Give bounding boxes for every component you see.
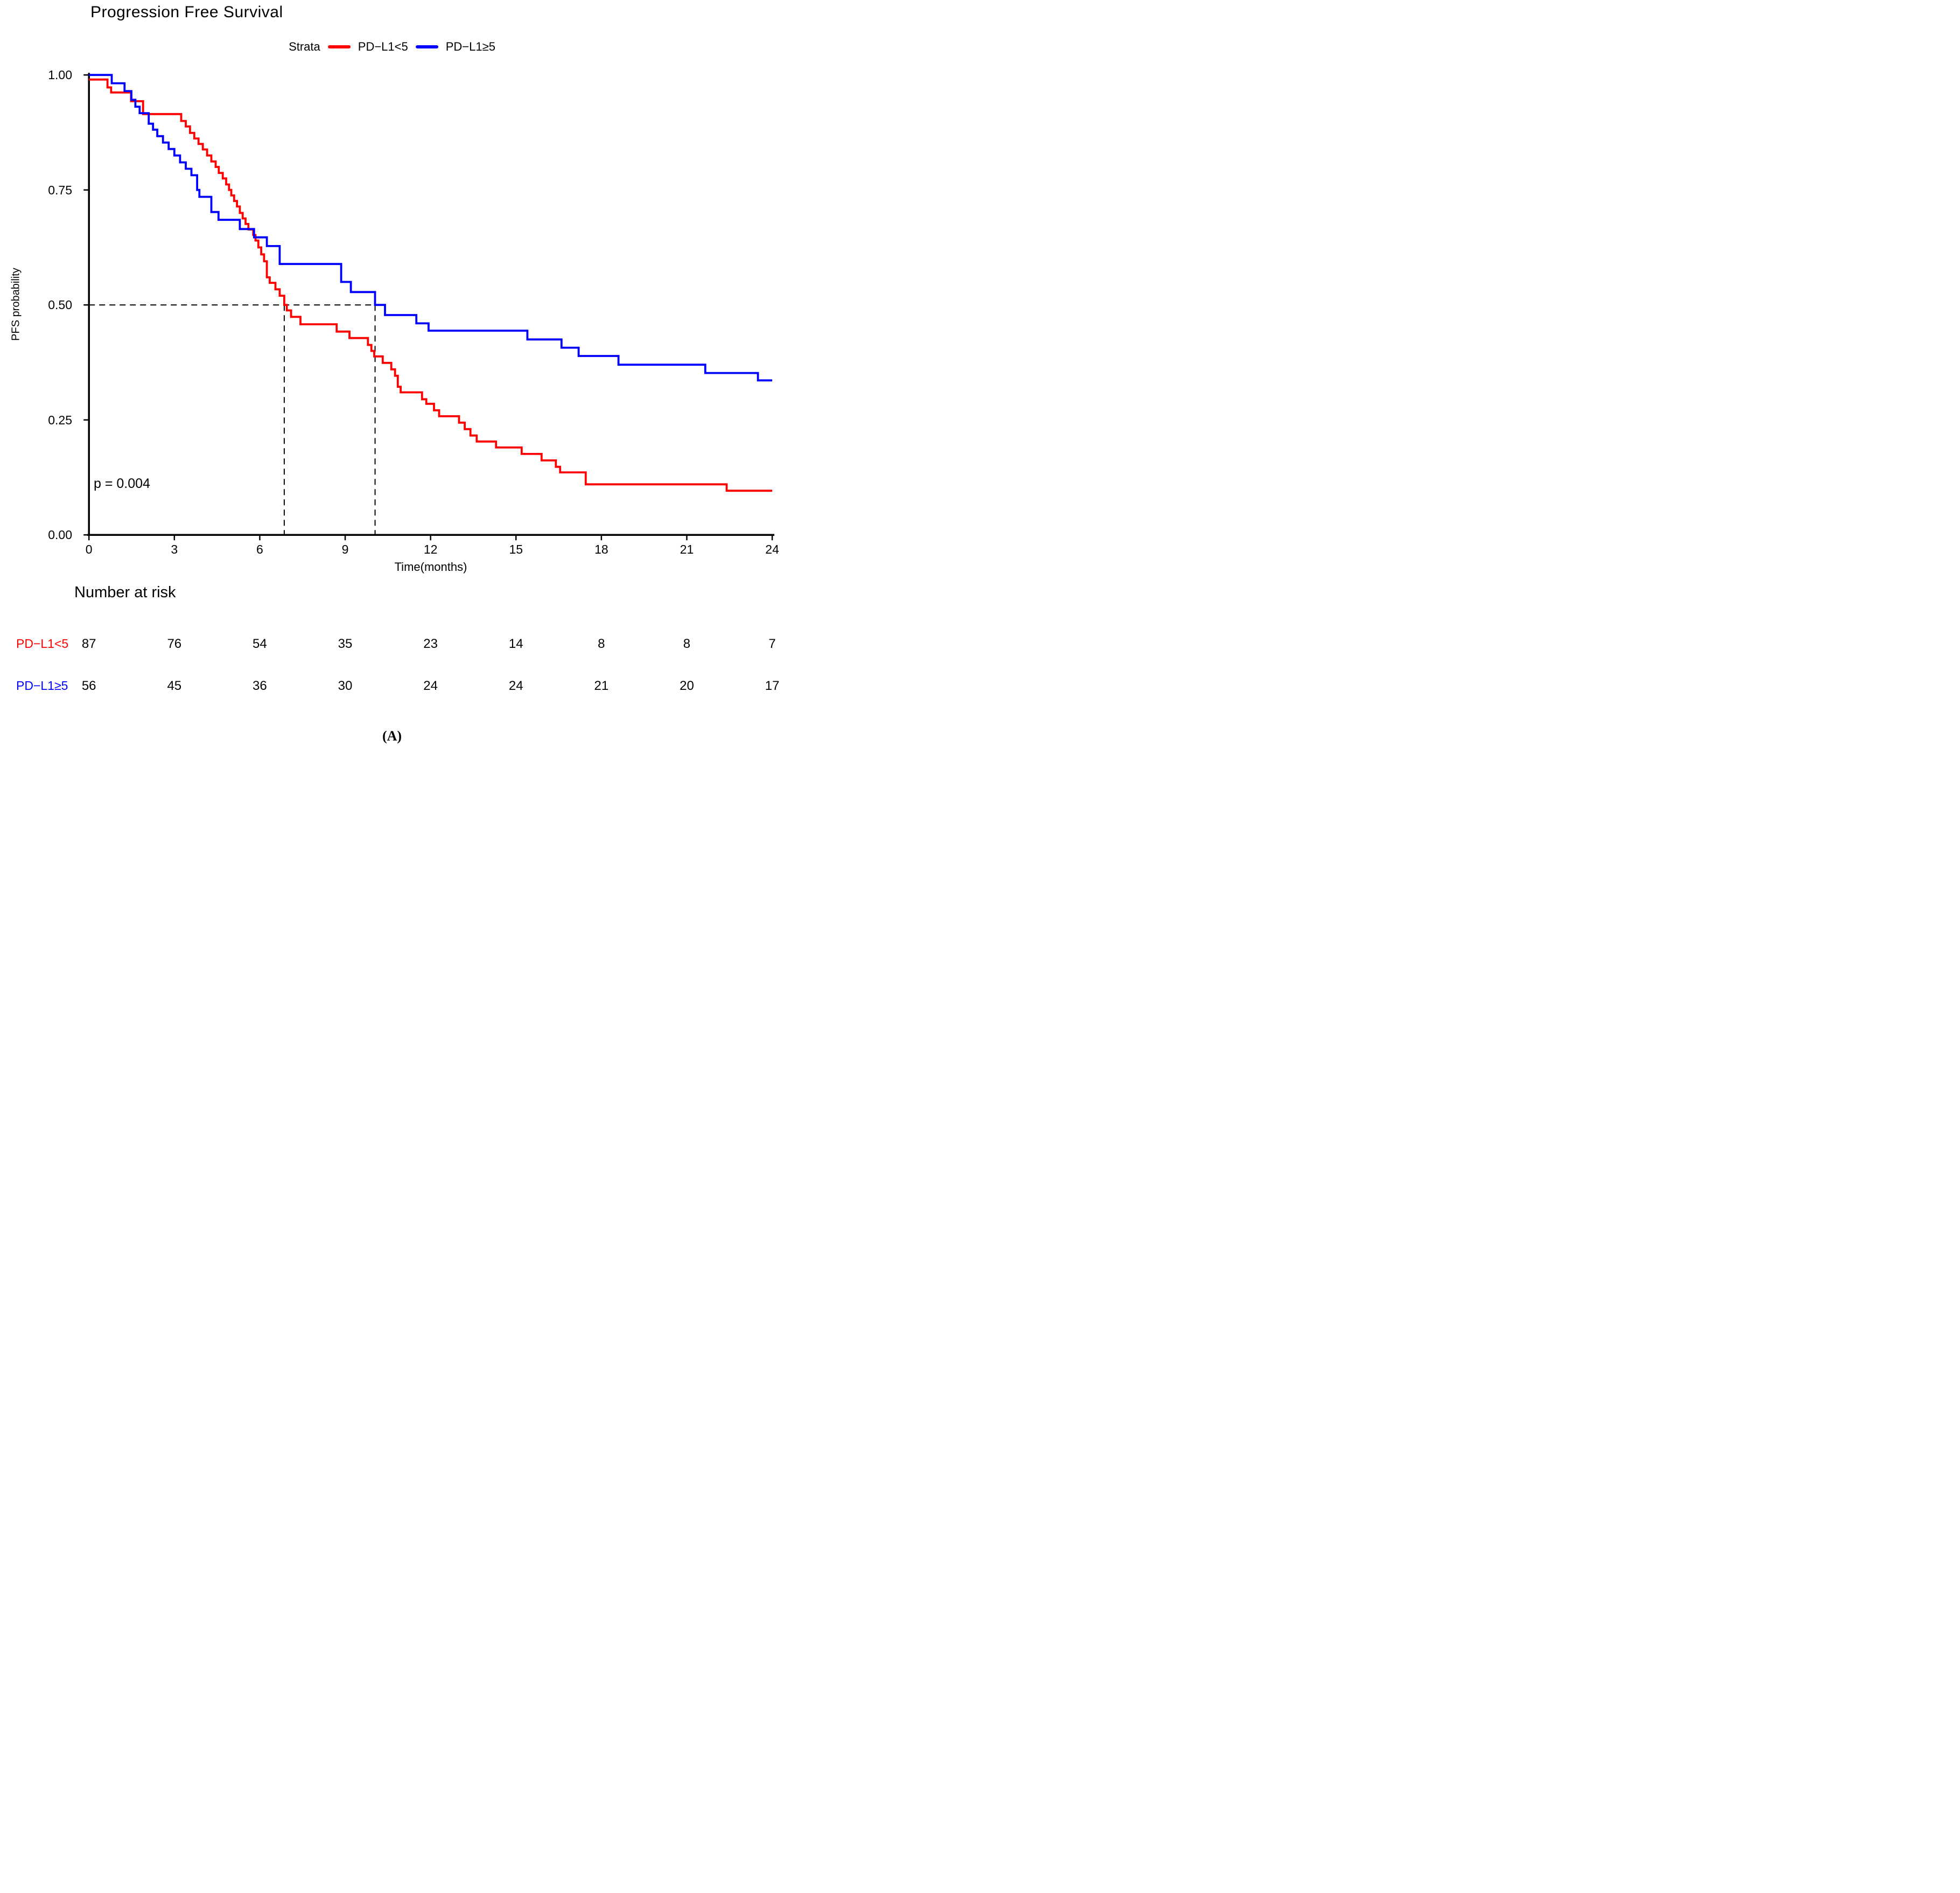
y-tick-label-0.50: 0.50 bbox=[48, 298, 72, 312]
survival-plot-canvas bbox=[83, 73, 775, 541]
risk-count: 8 bbox=[598, 637, 605, 651]
x-tick-label-3: 3 bbox=[171, 542, 178, 557]
x-tick-label-0: 0 bbox=[85, 542, 93, 557]
risk-count: 56 bbox=[81, 679, 96, 693]
x-tick-label-21: 21 bbox=[680, 542, 694, 557]
y-axis-title: PFS probability bbox=[10, 268, 22, 341]
legend-strata-label: Strata bbox=[289, 40, 320, 53]
risk-count: 54 bbox=[253, 637, 267, 651]
risk-row-label-pdl1-ge5: PD−L1≥5 bbox=[16, 679, 68, 693]
risk-count: 76 bbox=[167, 637, 182, 651]
x-tick-label-9: 9 bbox=[341, 542, 349, 557]
risk-count: 7 bbox=[768, 637, 776, 651]
risk-count: 30 bbox=[338, 679, 353, 693]
y-tick-label-1.00: 1.00 bbox=[48, 68, 72, 82]
x-tick-label-12: 12 bbox=[423, 542, 438, 557]
risk-count: 8 bbox=[683, 637, 691, 651]
km-figure: Progression Free Survival Strata PD−L1<5… bbox=[0, 0, 784, 757]
x-tick-label-18: 18 bbox=[594, 542, 608, 557]
risk-count: 24 bbox=[423, 679, 438, 693]
risk-count: 35 bbox=[338, 637, 353, 651]
x-tick-label-24: 24 bbox=[765, 542, 779, 557]
risk-count: 21 bbox=[594, 679, 609, 693]
legend-label-pdl1-ge5: PD−L1≥5 bbox=[445, 40, 495, 53]
y-tick-label-0.25: 0.25 bbox=[48, 413, 72, 427]
x-tick-label-15: 15 bbox=[509, 542, 523, 557]
risk-table-header: Number at risk bbox=[74, 584, 176, 601]
x-axis-title: Time(months) bbox=[394, 560, 467, 574]
y-tick-label-0.75: 0.75 bbox=[48, 183, 72, 197]
legend-key-blue bbox=[415, 45, 438, 48]
legend-key-red bbox=[327, 45, 351, 48]
x-tick-label-6: 6 bbox=[256, 542, 263, 557]
risk-row-label-pdl1-lt5: PD−L1<5 bbox=[16, 637, 69, 651]
risk-count: 24 bbox=[508, 679, 523, 693]
risk-count: 87 bbox=[81, 637, 96, 651]
risk-count: 20 bbox=[680, 679, 694, 693]
risk-count: 23 bbox=[423, 637, 438, 651]
chart-title: Progression Free Survival bbox=[90, 3, 283, 21]
risk-count: 45 bbox=[167, 679, 182, 693]
y-tick-label-0.00: 0.00 bbox=[48, 528, 72, 542]
legend-label-pdl1-lt5: PD−L1<5 bbox=[358, 40, 408, 53]
panel-label: (A) bbox=[382, 728, 402, 744]
risk-count: 14 bbox=[508, 637, 523, 651]
risk-count: 17 bbox=[765, 679, 780, 693]
legend: Strata PD−L1<5 PD−L1≥5 bbox=[289, 40, 495, 54]
p-value-annotation: p = 0.004 bbox=[94, 476, 150, 491]
risk-count: 36 bbox=[253, 679, 267, 693]
